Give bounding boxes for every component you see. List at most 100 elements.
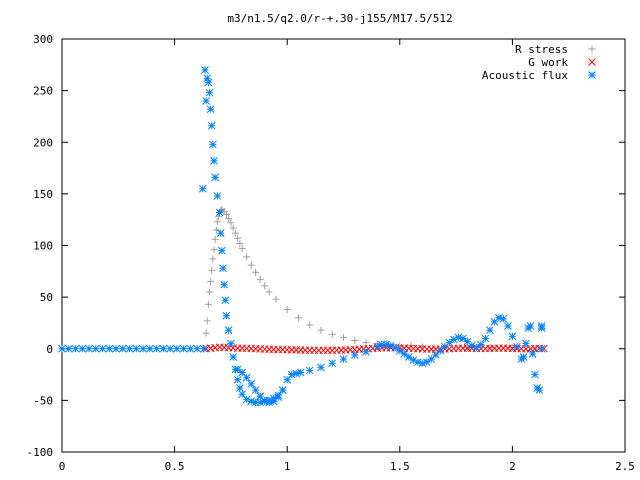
data-point — [231, 229, 239, 237]
x-tick-label: 1 — [284, 460, 291, 473]
data-point — [200, 344, 208, 353]
legend-label: Acoustic flux — [482, 69, 568, 82]
data-point — [179, 344, 188, 353]
data-point — [274, 393, 283, 402]
legend-label: R stress — [515, 43, 568, 56]
data-point — [278, 386, 287, 394]
data-point — [328, 359, 337, 368]
data-point — [382, 340, 391, 349]
data-point — [247, 380, 256, 388]
data-point — [139, 344, 147, 353]
data-point — [340, 333, 347, 341]
y-tick-label: 250 — [33, 85, 53, 98]
data-point — [125, 344, 134, 353]
data-point — [362, 339, 370, 347]
y-tick-label: 100 — [33, 240, 53, 253]
data-point — [58, 344, 66, 353]
data-point — [211, 173, 219, 182]
data-point — [317, 363, 325, 372]
data-point — [186, 344, 195, 353]
data-point — [400, 350, 409, 358]
data-point — [233, 365, 242, 374]
data-point — [210, 156, 218, 165]
data-point — [526, 322, 535, 330]
data-series — [58, 66, 548, 407]
data-point — [221, 296, 230, 305]
data-point — [204, 300, 212, 308]
data-point — [216, 229, 225, 237]
data-point — [261, 282, 269, 290]
data-point — [152, 344, 161, 353]
data-point — [252, 268, 260, 276]
data-point — [225, 215, 233, 223]
data-point — [490, 318, 499, 326]
data-point — [209, 140, 217, 149]
data-point — [166, 344, 174, 353]
legend-marker — [588, 45, 596, 53]
data-point — [256, 276, 264, 284]
data-point — [204, 78, 213, 87]
data-point — [247, 261, 255, 269]
data-point — [395, 346, 404, 355]
data-point — [206, 288, 214, 296]
data-point — [522, 339, 530, 348]
data-point — [85, 344, 93, 353]
data-point — [145, 344, 154, 353]
data-point — [486, 326, 494, 335]
data-point — [207, 121, 216, 130]
data-point — [64, 344, 73, 353]
data-point — [208, 266, 216, 274]
data-point — [236, 384, 244, 392]
data-point — [499, 314, 508, 323]
data-point — [213, 218, 221, 226]
x-tick-label: 1.5 — [390, 460, 410, 473]
data-point — [91, 344, 100, 353]
data-point — [242, 373, 251, 382]
data-point — [445, 338, 454, 347]
data-point — [78, 344, 87, 353]
data-point — [283, 306, 291, 314]
data-point — [508, 344, 516, 352]
data-point — [227, 339, 235, 348]
data-point — [172, 344, 181, 353]
data-point — [98, 344, 107, 353]
data-point — [222, 311, 231, 320]
data-point — [247, 397, 256, 406]
y-tick-label: 150 — [33, 188, 53, 201]
data-point — [212, 226, 220, 234]
data-point — [404, 353, 413, 361]
data-point — [215, 208, 224, 217]
data-point — [459, 334, 467, 343]
series-2 — [58, 66, 546, 407]
data-point — [391, 343, 400, 352]
data-point — [236, 239, 244, 247]
chart-title: m3/n1.5/q2.0/r-+.30-j155/M17.5/512 — [227, 12, 452, 25]
data-point — [351, 336, 359, 344]
data-point — [418, 359, 427, 368]
data-point — [306, 321, 314, 329]
data-point — [233, 375, 242, 384]
data-point — [229, 224, 237, 232]
data-point — [234, 234, 242, 242]
data-point — [328, 330, 336, 338]
data-point — [495, 313, 503, 322]
data-point — [292, 369, 301, 378]
y-tick-label: 200 — [33, 136, 53, 149]
data-point — [519, 353, 528, 361]
data-point — [317, 326, 325, 334]
data-point — [203, 317, 211, 325]
x-tick-label: 2.5 — [615, 460, 635, 473]
data-point — [513, 342, 521, 351]
data-point — [305, 366, 314, 375]
data-point — [193, 344, 201, 353]
data-point — [206, 105, 215, 114]
data-point — [294, 314, 302, 322]
data-point — [211, 235, 219, 243]
data-point — [202, 97, 210, 105]
data-point — [118, 344, 127, 353]
data-point — [159, 344, 168, 353]
data-point — [537, 344, 546, 353]
data-point — [413, 358, 422, 367]
y-tick-label: -50 — [33, 394, 53, 407]
